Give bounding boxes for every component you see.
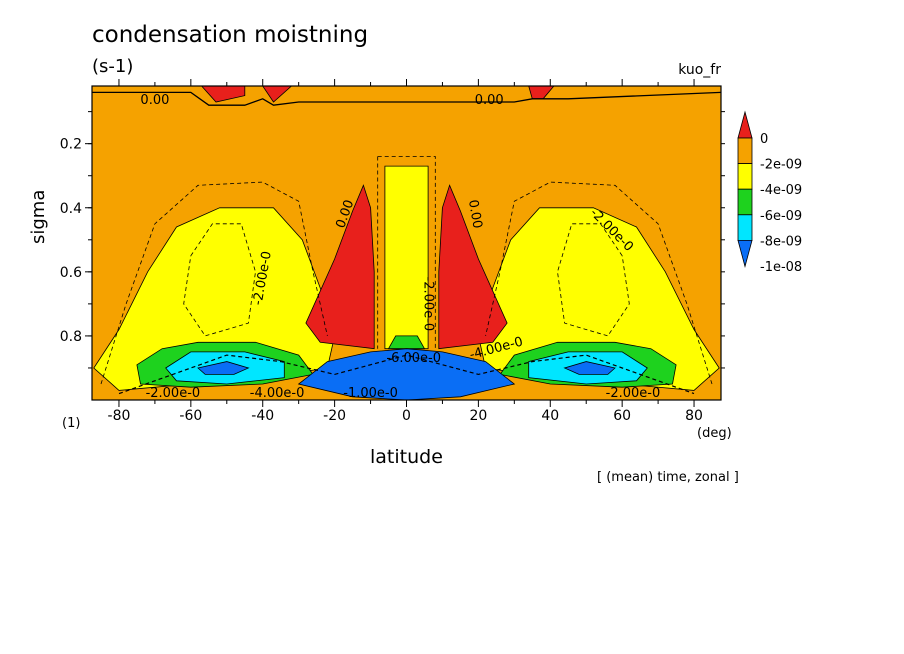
contour-region-6	[305, 184, 375, 350]
colorbar-box	[737, 214, 753, 241]
x-tick-label: 80	[685, 408, 703, 424]
x-axis-unit: (deg)	[697, 426, 732, 441]
contour-region-0	[201, 86, 246, 103]
contour-label-10: -4.00e-0	[250, 386, 305, 401]
y-tick-label: 0.4	[60, 201, 82, 217]
y-axis-unit: (1)	[62, 416, 81, 431]
contour-lines	[92, 91, 721, 395]
contour-label-5: -2.00e-0	[421, 277, 436, 332]
x-tick-label: -60	[179, 408, 202, 424]
contour-line-1	[100, 181, 328, 385]
contour-region-7	[438, 184, 508, 350]
colorbar-box	[737, 137, 753, 165]
contour-line-2	[485, 181, 713, 385]
contour-label-0: 0.00	[140, 93, 169, 108]
colorbar-label: -4e-09	[760, 183, 802, 198]
contour-line-3	[377, 156, 436, 349]
colorbar-triangle-top	[737, 110, 753, 139]
x-axis-label: latitude	[370, 446, 443, 468]
y-tick-label: 0.8	[60, 329, 82, 345]
contour-line-0	[92, 91, 721, 106]
y-tick-label: 0.6	[60, 265, 82, 281]
contour-label-8: -2.00e-0	[606, 386, 661, 401]
colorbar-box	[737, 188, 753, 216]
contour-region-1	[262, 86, 293, 103]
contour-label-7: -2.00e-0	[146, 386, 201, 401]
x-tick-label: -40	[251, 408, 274, 424]
contour-line-5	[183, 223, 256, 337]
colorbar-triangle-bottom	[737, 239, 753, 268]
colorbar: 0 -2e-09 -4e-09 -6e-09 -8e-09 -1e-08	[737, 110, 802, 275]
contour-region-14	[563, 361, 616, 375]
x-tick-label: 60	[613, 408, 631, 424]
contour-region-13	[197, 361, 250, 375]
chart-units: (s-1)	[92, 56, 134, 77]
x-tick-label: -20	[323, 408, 346, 424]
averaging-note: [ (mean) time, zonal ]	[597, 470, 739, 485]
colorbar-label: -2e-09	[760, 158, 802, 173]
contour-line-6	[557, 223, 630, 337]
contour-region-15	[297, 348, 516, 400]
contour-line-7	[118, 354, 695, 395]
contour-label-1: 0.00	[475, 93, 504, 108]
contour-region-10	[387, 335, 426, 350]
contour-label-11: -6.00e-0	[386, 351, 441, 366]
colorbar-box	[737, 163, 753, 190]
x-tick-label: 0	[402, 408, 411, 424]
colorbar-label: -8e-09	[760, 234, 802, 249]
contour-label-3: 0.00	[465, 199, 485, 230]
contour-region-5	[384, 165, 429, 350]
colorbar-label: -1e-08	[760, 260, 802, 275]
filled-contours	[93, 86, 720, 400]
colorbar-label: 0	[760, 132, 768, 147]
colorbar-label: -6e-09	[760, 209, 802, 224]
contour-label-12: -1.00e-0	[343, 386, 398, 401]
chart-title: condensation moistning	[92, 22, 369, 48]
axes: -80 -60 -40 -20 0 20 40 60 80 0.2 0.4 0.6 0.8	[60, 79, 725, 424]
x-tick-label: -80	[108, 408, 131, 424]
variable-name: kuo_fr	[678, 62, 721, 78]
y-tick-label: 0.2	[60, 137, 82, 153]
x-tick-label: 40	[541, 408, 559, 424]
x-tick-label: 20	[469, 408, 487, 424]
